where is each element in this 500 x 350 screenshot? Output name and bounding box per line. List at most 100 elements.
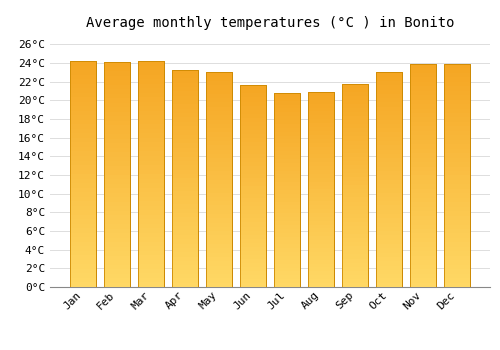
Bar (138, 219, 164, 224)
Bar (206, 210, 232, 214)
Bar (138, 147, 164, 152)
Bar (70, 228, 96, 233)
Bar (308, 96, 334, 100)
Bar (172, 83, 198, 87)
Bar (376, 231, 402, 236)
Bar (70, 273, 96, 278)
Bar (342, 173, 368, 177)
Bar (376, 90, 402, 94)
Bar (172, 126, 198, 131)
Bar (308, 248, 334, 252)
Bar (104, 161, 130, 166)
Bar (206, 257, 232, 261)
Bar (274, 225, 300, 229)
Bar (138, 133, 164, 138)
Bar (444, 73, 470, 77)
Bar (444, 126, 470, 131)
Bar (240, 251, 266, 255)
Bar (274, 124, 300, 128)
Bar (444, 140, 470, 144)
Bar (274, 112, 300, 116)
Bar (172, 252, 198, 257)
Bar (410, 153, 436, 158)
Bar (444, 193, 470, 198)
Bar (172, 135, 198, 139)
Bar (138, 206, 164, 210)
Bar (308, 252, 334, 256)
Bar (240, 85, 266, 287)
Bar (376, 266, 402, 270)
Bar (70, 142, 96, 147)
Bar (138, 102, 164, 106)
Bar (172, 70, 198, 74)
Bar (410, 64, 436, 287)
Bar (70, 88, 96, 93)
Bar (342, 194, 368, 197)
Bar (410, 233, 436, 238)
Bar (376, 197, 402, 201)
Bar (172, 191, 198, 196)
Bar (444, 131, 470, 135)
Bar (274, 221, 300, 225)
Bar (172, 261, 198, 265)
Bar (444, 153, 470, 158)
Bar (308, 213, 334, 217)
Bar (172, 122, 198, 126)
Bar (70, 138, 96, 142)
Bar (172, 226, 198, 230)
Bar (138, 269, 164, 273)
Bar (138, 129, 164, 133)
Bar (206, 180, 232, 184)
Bar (104, 215, 130, 219)
Bar (376, 218, 402, 223)
Bar (376, 103, 402, 107)
Bar (70, 210, 96, 215)
Bar (172, 257, 198, 261)
Bar (308, 189, 334, 193)
Bar (240, 194, 266, 198)
Bar (444, 64, 470, 287)
Bar (274, 159, 300, 163)
Bar (172, 156, 198, 161)
Bar (240, 85, 266, 90)
Bar (376, 270, 402, 274)
Bar (240, 223, 266, 226)
Bar (104, 62, 130, 66)
Bar (444, 216, 470, 220)
Bar (206, 278, 232, 283)
Bar (376, 227, 402, 231)
Bar (376, 214, 402, 218)
Bar (138, 237, 164, 242)
Bar (70, 169, 96, 174)
Bar (376, 107, 402, 111)
Bar (70, 161, 96, 165)
Bar (444, 243, 470, 247)
Bar (240, 98, 266, 101)
Bar (342, 84, 368, 287)
Bar (410, 144, 436, 149)
Bar (138, 61, 164, 66)
Bar (376, 278, 402, 283)
Bar (138, 106, 164, 111)
Bar (308, 275, 334, 279)
Bar (172, 91, 198, 96)
Bar (342, 242, 368, 246)
Bar (342, 104, 368, 108)
Bar (70, 224, 96, 228)
Bar (308, 107, 334, 111)
Bar (138, 278, 164, 282)
Bar (444, 274, 470, 278)
Bar (376, 205, 402, 210)
Bar (410, 135, 436, 140)
Bar (308, 131, 334, 135)
Bar (70, 61, 96, 287)
Bar (104, 282, 130, 287)
Bar (172, 117, 198, 122)
Bar (274, 279, 300, 283)
Bar (172, 152, 198, 156)
Bar (138, 256, 164, 260)
Bar (70, 84, 96, 88)
Bar (240, 263, 266, 267)
Bar (70, 97, 96, 102)
Bar (308, 182, 334, 186)
